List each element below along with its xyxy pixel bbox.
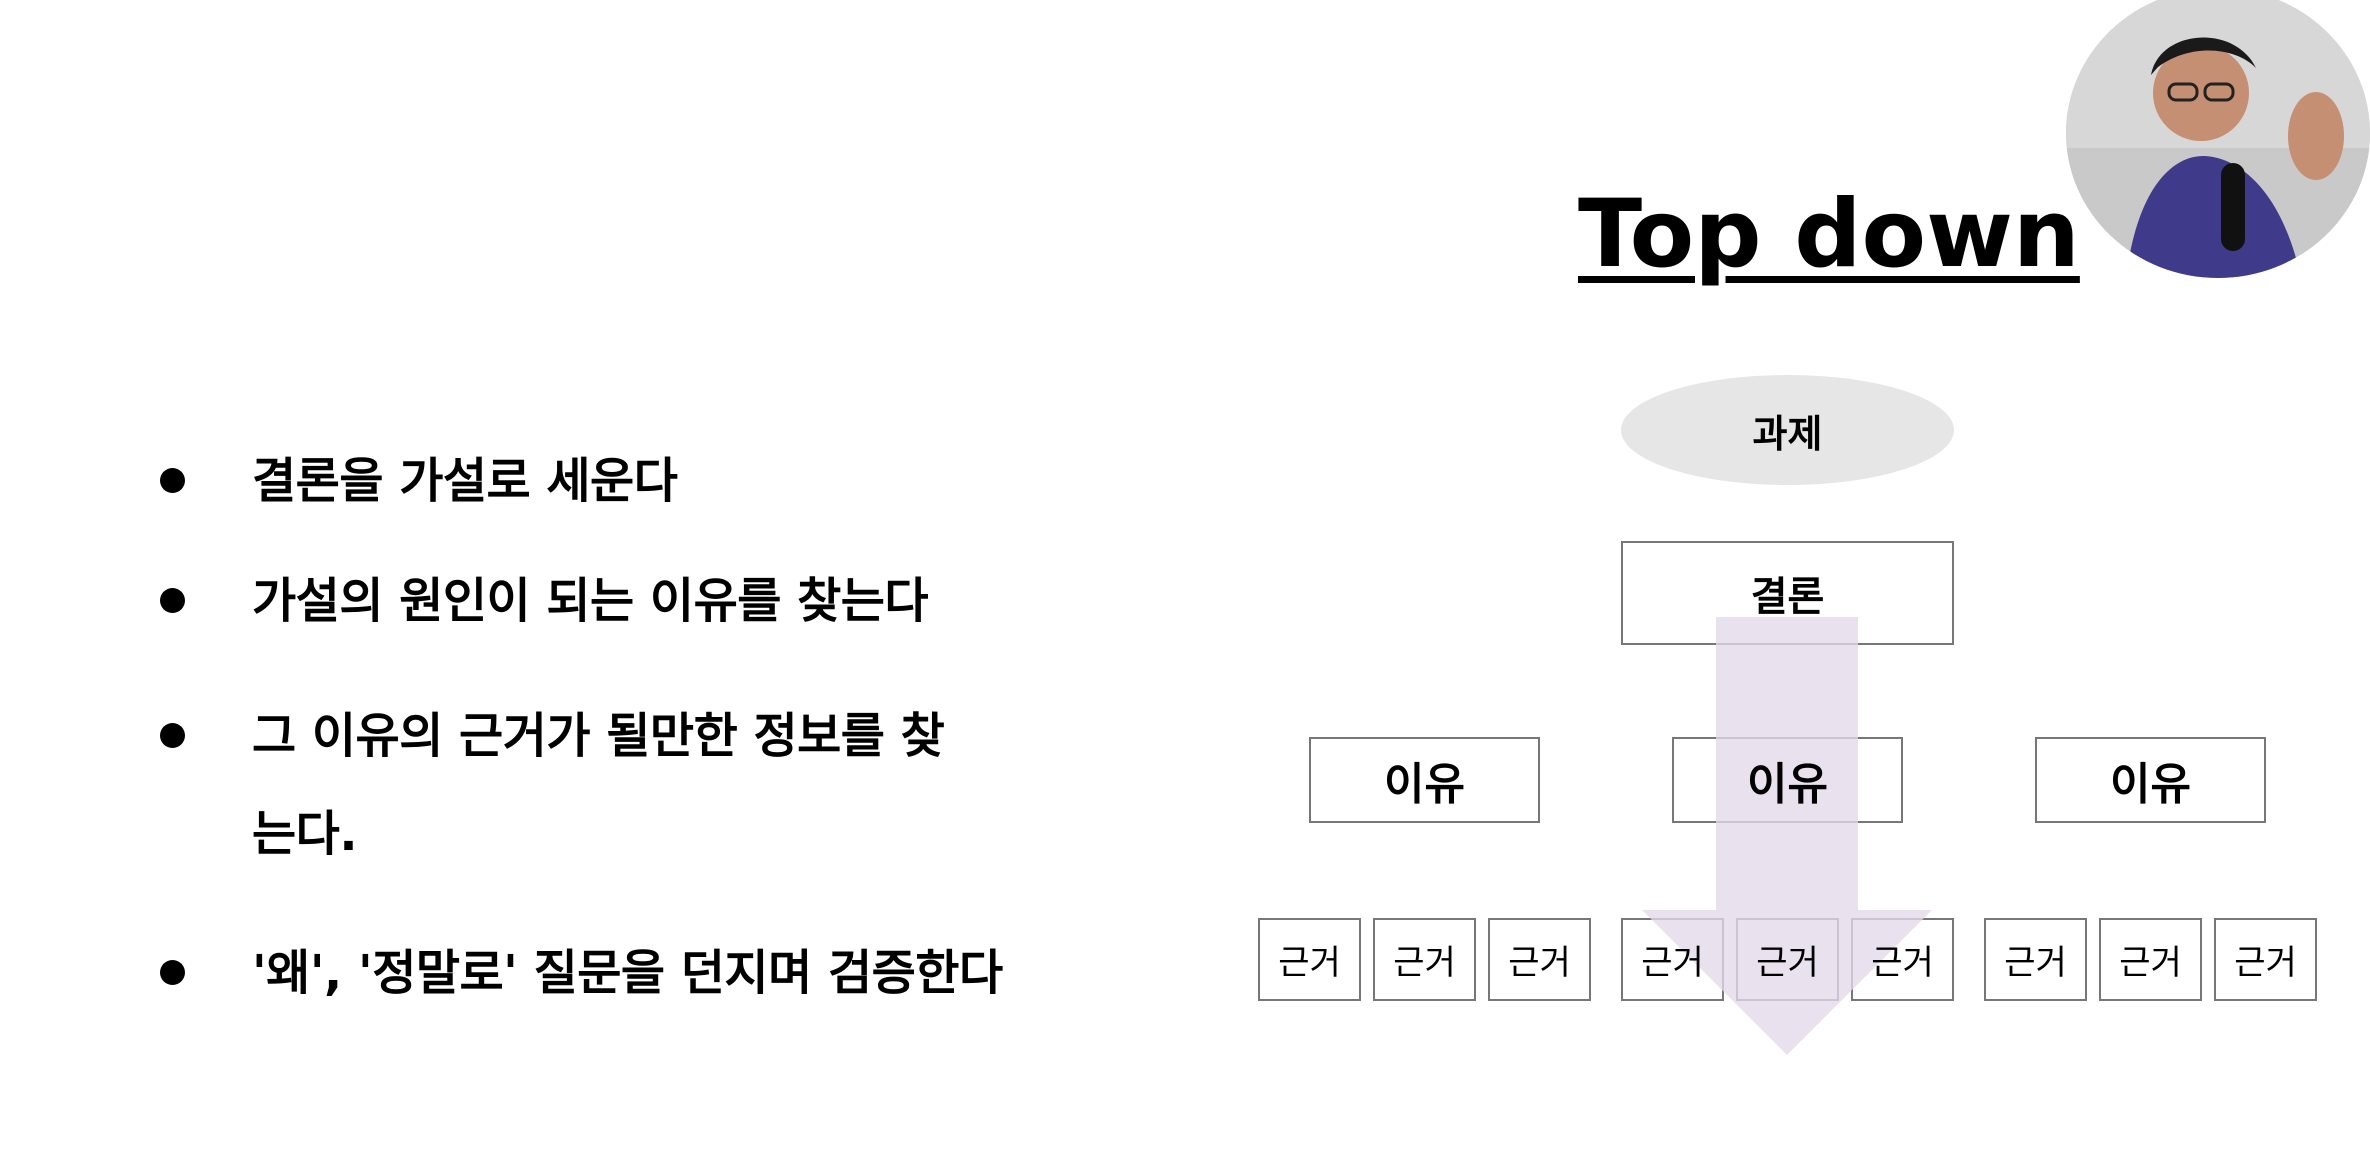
evidence-label: 근거 [1871,943,1934,983]
bullet-item: 결론을 가설로 세운다 [160,448,1112,530]
evidence-node: 근거 [1258,918,1361,1001]
evidence-node: 근거 [2214,918,2317,1001]
reason-node: 이유 [1309,737,1540,823]
bullet-list: 결론을 가설로 세운다 가설의 원인이 되는 이유를 찾는다 그 이유의 근거가… [0,0,1150,1158]
conclusion-node: 결론 [1621,541,1954,645]
bullet-dot [160,960,185,985]
evidence-node: 근거 [1621,918,1724,1001]
evidence-label: 근거 [2119,943,2182,983]
evidence-label: 근거 [1756,943,1819,983]
evidence-node: 근거 [1373,918,1476,1001]
bullet-text: 결론을 가설로 세운다 [252,453,678,509]
presenter-avatar-icon [2066,0,2370,278]
reason-label: 이유 [1384,759,1465,810]
top-down-diagram: 과제 결론 이유 이유 이유 근거 근거 근거 근거 근거 근거 근거 근거 근… [1200,330,2340,1130]
evidence-label: 근거 [1641,943,1704,983]
reason-label: 이유 [2110,759,2191,810]
bullet-item: 가설의 원인이 되는 이유를 찾는다 [160,568,1112,650]
evidence-label: 근거 [1508,943,1571,983]
evidence-label: 근거 [2234,943,2297,983]
evidence-label: 근거 [1278,943,1341,983]
bullet-item: 그 이유의 근거가 될만한 정보를 찾는다. [160,703,972,883]
bullet-item: '왜', '정말로' 질문을 던지며 검증한다 [160,940,1112,1022]
evidence-node: 근거 [1851,918,1954,1001]
presenter-webcam [2066,0,2370,278]
bullet-dot [160,723,185,748]
evidence-node: 근거 [2099,918,2202,1001]
bullet-dot [160,588,185,613]
reason-label: 이유 [1747,759,1828,810]
evidence-label: 근거 [1393,943,1456,983]
bullet-text: '왜', '정말로' 질문을 던지며 검증한다 [252,945,1003,1001]
reason-node: 이유 [1672,737,1903,823]
bullet-text: 가설의 원인이 되는 이유를 찾는다 [252,573,929,629]
slide-title: Top down [1578,180,2080,289]
reason-node: 이유 [2035,737,2266,823]
bullet-dot [160,468,185,493]
evidence-label: 근거 [2004,943,2067,983]
task-node: 과제 [1621,375,1954,485]
evidence-node: 근거 [1488,918,1591,1001]
task-label: 과제 [1752,411,1823,456]
conclusion-label: 결론 [1750,574,1825,620]
bullet-text: 그 이유의 근거가 될만한 정보를 찾는다. [252,708,945,862]
evidence-node: 근거 [1984,918,2087,1001]
evidence-node: 근거 [1736,918,1839,1001]
